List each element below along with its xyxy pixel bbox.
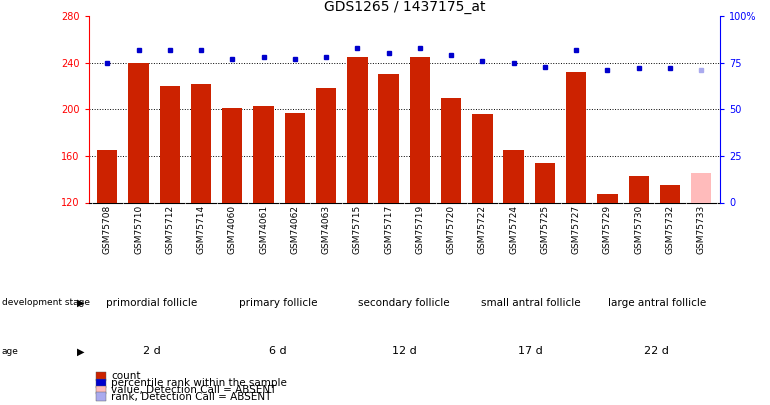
Text: GSM75722: GSM75722 — [478, 205, 487, 254]
Text: GSM74060: GSM74060 — [228, 205, 237, 254]
Bar — [534, 163, 555, 202]
Bar — [504, 150, 524, 202]
Text: primary follicle: primary follicle — [239, 298, 317, 308]
Text: GSM75733: GSM75733 — [697, 205, 705, 254]
Text: secondary follicle: secondary follicle — [359, 298, 450, 308]
Bar — [598, 194, 618, 202]
Text: 12 d: 12 d — [392, 346, 417, 356]
Bar — [691, 173, 711, 202]
Text: percentile rank within the sample: percentile rank within the sample — [111, 378, 286, 388]
Text: GSM74061: GSM74061 — [259, 205, 268, 254]
Bar — [628, 176, 649, 202]
Bar — [316, 88, 336, 202]
Bar — [566, 72, 586, 202]
Text: 22 d: 22 d — [644, 346, 669, 356]
Bar — [441, 98, 461, 202]
Bar — [285, 113, 305, 202]
Text: GSM74062: GSM74062 — [290, 205, 300, 254]
Text: GSM75708: GSM75708 — [103, 205, 112, 254]
Text: 17 d: 17 d — [518, 346, 543, 356]
Text: ▶: ▶ — [77, 346, 85, 356]
Bar — [159, 86, 180, 202]
Text: GSM75729: GSM75729 — [603, 205, 612, 254]
Text: GSM75725: GSM75725 — [541, 205, 550, 254]
Text: 6 d: 6 d — [270, 346, 286, 356]
Text: value, Detection Call = ABSENT: value, Detection Call = ABSENT — [111, 385, 276, 395]
Text: age: age — [2, 347, 18, 356]
Bar — [97, 150, 118, 202]
Text: development stage: development stage — [2, 298, 89, 307]
Text: rank, Detection Call = ABSENT: rank, Detection Call = ABSENT — [111, 392, 271, 402]
Text: GSM75732: GSM75732 — [665, 205, 675, 254]
Text: primordial follicle: primordial follicle — [106, 298, 197, 308]
Text: GSM75717: GSM75717 — [384, 205, 393, 254]
Bar — [379, 75, 399, 202]
Bar — [410, 57, 430, 202]
Bar — [472, 114, 493, 202]
Text: GSM75715: GSM75715 — [353, 205, 362, 254]
Text: GSM75712: GSM75712 — [166, 205, 174, 254]
Title: GDS1265 / 1437175_at: GDS1265 / 1437175_at — [323, 0, 485, 14]
Text: ▶: ▶ — [77, 298, 85, 308]
Text: GSM75730: GSM75730 — [634, 205, 643, 254]
Text: GSM75720: GSM75720 — [447, 205, 456, 254]
Text: 2 d: 2 d — [142, 346, 161, 356]
Bar — [223, 108, 243, 202]
Text: large antral follicle: large antral follicle — [608, 298, 706, 308]
Bar — [253, 106, 274, 202]
Bar — [347, 57, 367, 202]
Text: GSM74063: GSM74063 — [322, 205, 330, 254]
Text: GSM75727: GSM75727 — [571, 205, 581, 254]
Text: GSM75724: GSM75724 — [509, 205, 518, 254]
Text: count: count — [111, 371, 140, 381]
Bar — [191, 84, 211, 202]
Text: GSM75719: GSM75719 — [415, 205, 424, 254]
Bar — [129, 63, 149, 202]
Text: small antral follicle: small antral follicle — [480, 298, 581, 308]
Bar — [660, 185, 680, 202]
Text: GSM75714: GSM75714 — [196, 205, 206, 254]
Text: GSM75710: GSM75710 — [134, 205, 143, 254]
